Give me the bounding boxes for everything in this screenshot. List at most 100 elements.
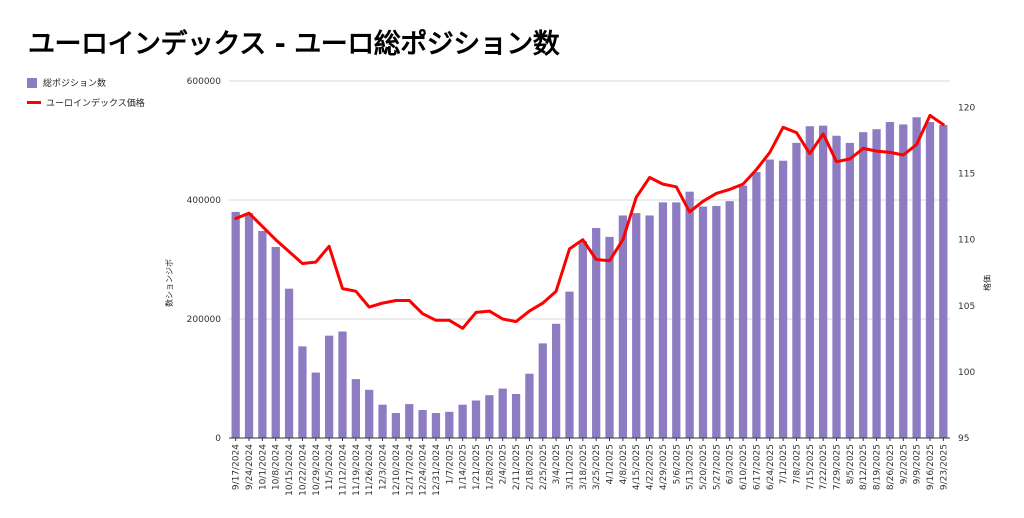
- x-tick-label: 5/20/2025: [699, 444, 709, 490]
- grid-lines: [229, 80, 950, 439]
- x-tick-label: 1/7/2025: [445, 444, 455, 484]
- y-tick-label: 0: [215, 434, 221, 444]
- y-axis-label: 数ションジボ: [164, 259, 174, 307]
- bar: [698, 206, 708, 438]
- x-tick-label: 4/1/2025: [606, 444, 616, 484]
- bar: [725, 201, 734, 438]
- x-tick-label: 8/19/2025: [873, 444, 883, 490]
- x-tick-label: 6/24/2025: [766, 444, 776, 490]
- bar: [819, 125, 828, 438]
- x-tick-label: 11/19/2024: [352, 444, 362, 496]
- x-tick-label: 9/16/2025: [926, 444, 936, 490]
- bar: [578, 241, 587, 438]
- bar: [445, 411, 454, 438]
- x-tick-label: 7/15/2025: [806, 444, 816, 490]
- bar: [712, 205, 721, 438]
- x-tick-label: 12/10/2024: [392, 444, 402, 496]
- x-tick-label: 9/24/2024: [245, 444, 255, 490]
- price-line: [234, 113, 945, 330]
- bar: [592, 227, 601, 438]
- x-tick-label: 12/17/2024: [405, 444, 415, 496]
- x-tick-label: 7/29/2025: [833, 444, 843, 490]
- bar: [231, 211, 240, 438]
- x-tick-label: 6/17/2025: [752, 444, 762, 490]
- x-tick-label: 7/22/2025: [819, 444, 829, 490]
- x-tick-label: 2/18/2025: [525, 444, 535, 490]
- x-tick-label: 7/1/2025: [779, 444, 789, 484]
- bar: [912, 117, 921, 439]
- y2-tick-label: 115: [958, 170, 975, 180]
- bar: [338, 331, 347, 438]
- x-tick-label: 11/26/2024: [365, 444, 375, 496]
- line-series: [234, 113, 945, 330]
- x-tick-label: 2/25/2025: [539, 444, 549, 490]
- legend-item-positions[interactable]: 総ポジション数: [27, 76, 106, 89]
- x-tick-label: 12/3/2024: [379, 444, 389, 490]
- bar: [845, 142, 855, 438]
- x-tick-label: 3/11/2025: [565, 444, 575, 490]
- y-tick-label: 400000: [187, 196, 222, 206]
- x-tick-label: 5/27/2025: [712, 444, 722, 490]
- bar: [244, 213, 254, 438]
- bar: [351, 379, 360, 438]
- bar: [832, 135, 841, 439]
- y2-axis-label: 格価: [982, 275, 992, 291]
- x-tick-label: 5/13/2025: [686, 444, 696, 490]
- x-tick-label: 9/17/2024: [232, 444, 242, 490]
- bar: [498, 388, 507, 438]
- bar: [324, 335, 334, 438]
- y2-tick-label: 95: [958, 434, 969, 444]
- x-tick-label: 10/29/2024: [312, 444, 322, 496]
- x-tick-label: 11/12/2024: [338, 444, 348, 496]
- bar: [298, 346, 307, 438]
- bar: [418, 410, 427, 438]
- x-tick-label: 6/10/2025: [739, 444, 749, 490]
- bar: [431, 413, 441, 438]
- x-tick-label: 7/8/2025: [792, 444, 802, 484]
- bar: [872, 129, 881, 438]
- x-tick-label: 9/23/2025: [939, 444, 949, 490]
- x-tick-label: 12/31/2024: [432, 444, 442, 496]
- x-tick-label: 3/25/2025: [592, 444, 602, 490]
- legend-label-price: ユーロインデックス価格: [46, 99, 145, 109]
- y2-tick-label: 105: [958, 302, 975, 312]
- x-tick-label: 10/15/2024: [285, 444, 295, 496]
- bar: [925, 122, 935, 439]
- x-tick-label: 11/5/2024: [325, 444, 335, 490]
- bar: [284, 288, 294, 438]
- bar: [765, 159, 774, 439]
- bar: [939, 125, 948, 438]
- bar: [258, 230, 267, 438]
- bar: [471, 400, 481, 438]
- x-tick-label: 2/4/2025: [499, 444, 509, 484]
- bar: [778, 160, 788, 439]
- bar: [632, 213, 641, 438]
- bar: [805, 126, 814, 438]
- legend-label-positions: 総ポジション数: [43, 79, 107, 89]
- y2-tick-label: 120: [958, 103, 975, 113]
- bar: [565, 291, 574, 438]
- legend-swatch-line: [27, 101, 41, 104]
- bar: [391, 413, 401, 438]
- x-tick-label: 2/11/2025: [512, 444, 522, 490]
- x-tick-label: 4/22/2025: [646, 444, 656, 490]
- legend-swatch-bar: [27, 77, 37, 88]
- bar: [551, 323, 561, 438]
- legend-item-price[interactable]: ユーロインデックス価格: [27, 96, 145, 109]
- x-tick-label: 4/8/2025: [619, 444, 629, 484]
- bar: [672, 202, 681, 438]
- x-tick-label: 5/6/2025: [672, 444, 682, 484]
- x-tick-label: 3/4/2025: [552, 444, 562, 484]
- x-tick-label: 8/26/2025: [886, 444, 896, 490]
- bar: [365, 389, 374, 438]
- bar: [685, 191, 694, 438]
- x-tick-label: 12/24/2024: [419, 444, 429, 496]
- bar: [405, 404, 414, 438]
- bar: [885, 122, 895, 439]
- x-tick-label: 1/28/2025: [485, 444, 495, 490]
- bar: [738, 185, 748, 438]
- bar-series: [231, 117, 948, 439]
- x-tick-label: 10/22/2024: [298, 444, 308, 496]
- x-tick-label: 6/3/2025: [726, 444, 736, 484]
